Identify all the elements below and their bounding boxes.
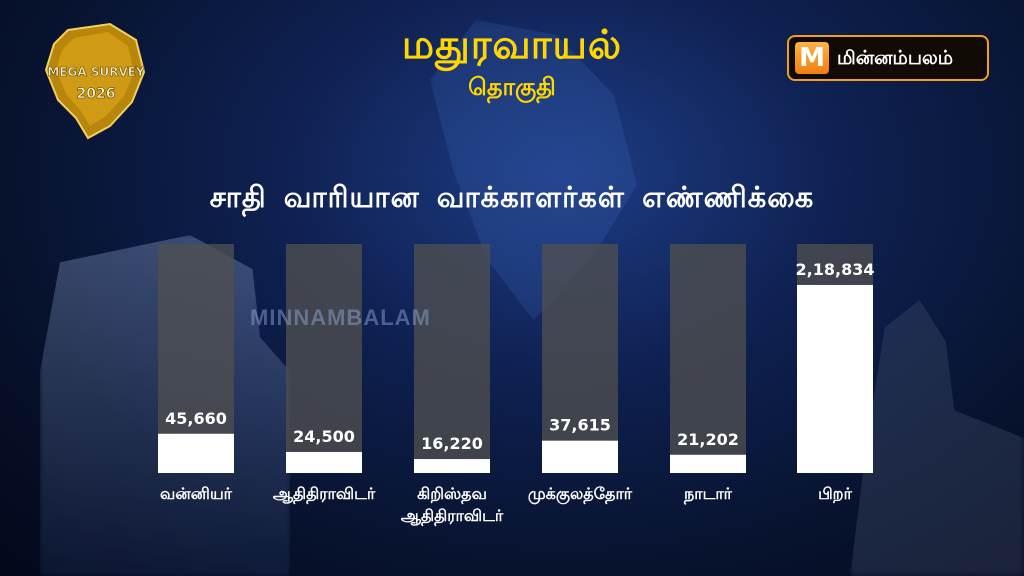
bar-track [414, 244, 490, 473]
category-label: பிறர் [818, 484, 852, 503]
bar-value-label: 21,202 [677, 430, 739, 449]
bar-track [286, 244, 362, 473]
bar [414, 459, 490, 473]
bar [542, 440, 618, 473]
category-label: வன்னியர் [160, 484, 233, 503]
category-label: முக்குலத்தோர் [528, 484, 633, 505]
bar-value-label: 16,220 [421, 434, 483, 453]
bar-value-label: 24,500 [293, 427, 355, 446]
category-label: ஆதிதிராவிடர் [273, 484, 376, 504]
bar [797, 284, 873, 473]
brand-logo: M மின்னம்பலம் [787, 35, 989, 81]
chart-title: சாதி வாரியான வாக்காளர்கள் எண்ணிக்கை [209, 180, 815, 214]
watermark-text: MINNAMBALAM [250, 305, 431, 330]
bar [670, 454, 746, 473]
category-label: ஆதிதிராவிடர் [401, 506, 504, 526]
bar-value-label: 45,660 [165, 409, 227, 428]
brand-mark-icon: M [795, 42, 829, 74]
survey-badge-line1: MEGA SURVEY [47, 65, 145, 79]
bar-value-label: 37,615 [549, 416, 611, 435]
constituency-title: மதுரவாயல் [401, 22, 623, 68]
bar [286, 451, 362, 473]
bar [158, 433, 234, 473]
category-label: நாடார் [683, 484, 733, 504]
survey-badge-line2: 2026 [77, 86, 116, 102]
brand-name: மின்னம்பலம் [837, 47, 954, 69]
mega-survey-logo: MEGA SURVEY 2026 [44, 22, 145, 140]
bar-value-label: 2,18,834 [796, 260, 875, 279]
category-label: கிறிஸ்தவ [417, 484, 487, 504]
constituency-subtitle: தொகுதி [468, 73, 556, 101]
bar-track [670, 244, 746, 473]
bar-track [542, 244, 618, 473]
